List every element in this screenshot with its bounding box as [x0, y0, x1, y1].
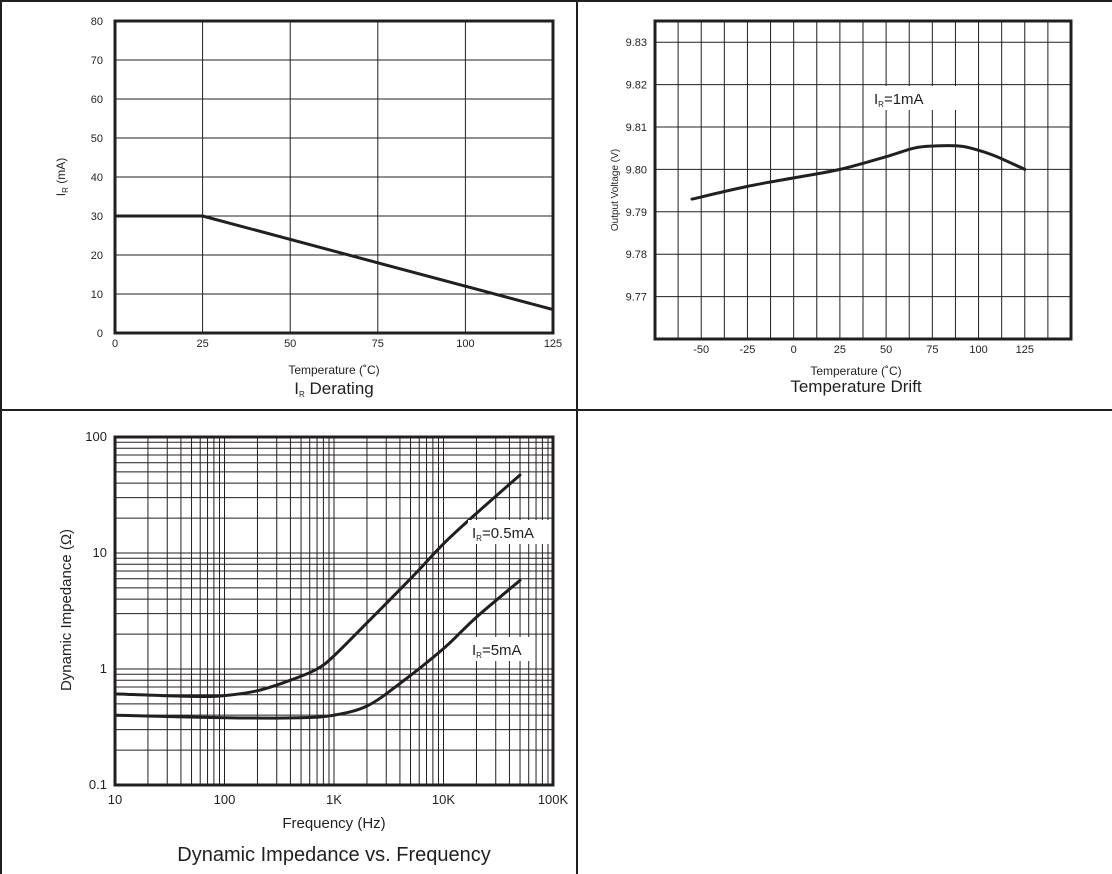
- y-tick-label: 0: [97, 328, 103, 340]
- y-tick-label: 80: [91, 16, 103, 28]
- x-tick-label: 25: [834, 344, 846, 356]
- drift-chart: -50 -25 0 25 50 75 100 125 9.77 9.78 9.79 9.80 9.81…: [610, 19, 1073, 396]
- y-tick-label: 9.81: [626, 122, 647, 134]
- drift-x-axis-label: Temperature (˚C): [810, 364, 901, 378]
- drift-y-axis-label: Output Voltage (V): [610, 149, 621, 231]
- x-tick-label: 100: [969, 344, 987, 356]
- derating-chart: 0 25 50 75 100 125 0 10 20 30 40 50 60 70 80 Temperat…: [54, 16, 562, 399]
- y-tick-label: 60: [91, 94, 103, 106]
- y-tick-label: 10: [91, 289, 103, 301]
- y-tick-label: 9.83: [626, 37, 647, 49]
- series-line-1: [113, 578, 522, 720]
- x-tick-label: 125: [1016, 344, 1034, 356]
- y-tick-label: 9.77: [626, 292, 647, 304]
- series-line-0: [113, 473, 522, 699]
- y-tick-label: 100: [85, 429, 107, 444]
- y-tick-label: 1: [100, 661, 107, 676]
- derating-plot-frame: [113, 19, 555, 335]
- impedance-y-axis-label: Dynamic Impedance (Ω): [58, 529, 75, 691]
- x-tick-label: 50: [880, 344, 892, 356]
- x-tick-label: -50: [693, 344, 709, 356]
- impedance-series-0-label-bg: [468, 520, 550, 544]
- impedance-series-1-label: IR=5mA: [472, 642, 522, 660]
- y-tick-label: 9.78: [626, 249, 647, 261]
- derating-title: IR Derating: [294, 379, 374, 399]
- derating-y-axis-label: IR (mA): [54, 158, 70, 196]
- x-tick-label: 125: [544, 338, 562, 350]
- drift-series-label: IR=1mA: [874, 91, 924, 109]
- impedance-y-ticks: 0.1 1 10 100: [85, 429, 107, 792]
- drift-x-ticks: -50 -25 0 25 50 75 100 125: [693, 344, 1034, 356]
- derating-grid: [114, 20, 554, 334]
- y-tick-label: 10: [93, 545, 107, 560]
- drift-series: [690, 144, 1027, 201]
- impedance-series-0-label: IR=0.5mA: [472, 525, 534, 543]
- impedance-x-ticks: 10 100 1K 10K 100K: [108, 792, 569, 807]
- x-tick-label: 100K: [538, 792, 569, 807]
- y-tick-label: 70: [91, 55, 103, 67]
- impedance-chart: 10 100 1K 10K 100K 0.1 1 10 100 IR=0.5mA IR=5mA…: [58, 429, 569, 866]
- impedance-grid: [114, 437, 553, 786]
- series-line-0: [690, 144, 1027, 201]
- impedance-x-axis-label: Frequency (Hz): [282, 815, 385, 832]
- derating-series: [113, 214, 555, 312]
- y-tick-label: 50: [91, 133, 103, 145]
- series-line-0: [113, 214, 555, 312]
- x-tick-label: 0: [791, 344, 797, 356]
- drift-series-label-bg: [868, 86, 956, 110]
- drift-grid: [655, 21, 1071, 339]
- y-tick-label: 40: [91, 172, 103, 184]
- x-tick-label: 75: [372, 338, 384, 350]
- drift-y-ticks: 9.77 9.78 9.79 9.80 9.81 9.82 9.83: [626, 37, 647, 303]
- x-tick-label: 0: [112, 338, 118, 350]
- y-tick-label: 20: [91, 250, 103, 262]
- impedance-series-1-label-bg: [468, 637, 534, 661]
- y-tick-label: 9.82: [626, 80, 647, 92]
- y-tick-label: 9.79: [626, 207, 647, 219]
- derating-x-ticks: 0 25 50 75 100 125: [112, 338, 562, 350]
- drift-title: Temperature Drift: [790, 377, 922, 396]
- drift-plot-frame: [653, 19, 1073, 341]
- x-tick-label: 75: [926, 344, 938, 356]
- impedance-title: Dynamic Impedance vs. Frequency: [177, 844, 490, 866]
- y-tick-label: 30: [91, 211, 103, 223]
- derating-x-axis-label: Temperature (˚C): [288, 363, 379, 377]
- x-tick-label: 25: [196, 338, 208, 350]
- x-tick-label: 1K: [326, 792, 342, 807]
- x-tick-label: 10: [108, 792, 122, 807]
- impedance-plot-frame: [113, 435, 555, 787]
- x-tick-label: 100: [456, 338, 474, 350]
- y-tick-label: 0.1: [89, 777, 107, 792]
- derating-y-ticks: 0 10 20 30 40 50 60 70 80: [91, 16, 103, 340]
- y-tick-label: 9.80: [626, 164, 647, 176]
- x-tick-label: 10K: [432, 792, 455, 807]
- x-tick-label: 50: [284, 338, 296, 350]
- x-tick-label: 100: [214, 792, 236, 807]
- x-tick-label: -25: [739, 344, 755, 356]
- impedance-series: [113, 473, 522, 720]
